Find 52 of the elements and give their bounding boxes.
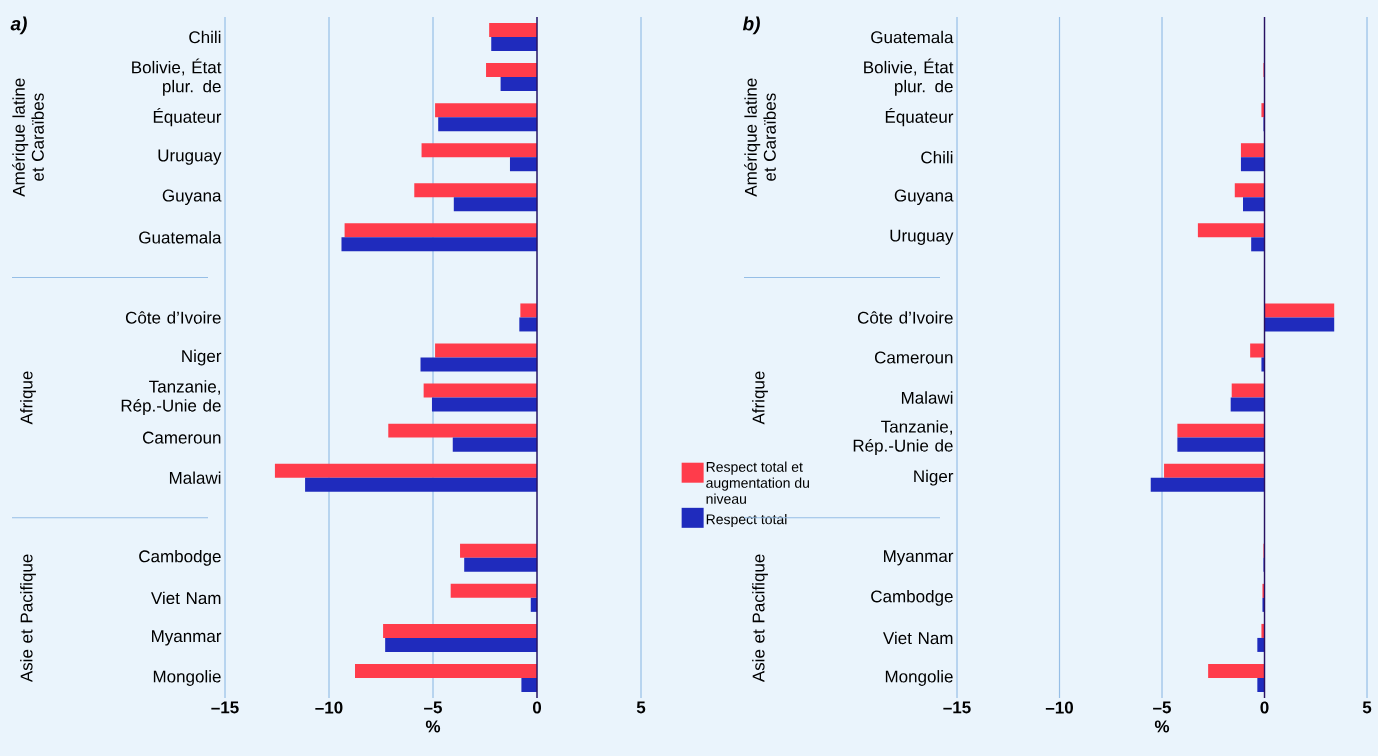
- legend-label: Respect total: [706, 514, 787, 528]
- x-tick-label: –15: [943, 701, 971, 714]
- y-tick-label: Cameroun: [142, 431, 221, 444]
- y-tick-label: Côte d’Ivoire: [857, 311, 953, 324]
- x-tick-label: 0: [532, 701, 542, 714]
- x-tick-label: –15: [211, 701, 239, 714]
- text: Asie et Pacifique: [20, 554, 36, 683]
- y-tick-label: Uruguay: [158, 149, 222, 165]
- y-tick-label: Uruguay: [890, 229, 954, 245]
- y-tick-label: Niger: [182, 349, 222, 366]
- y-tick-label: Tanzanie, Rép.-Unie de: [121, 380, 221, 415]
- y-tick-label: Chili: [189, 30, 221, 44]
- y-tick-label: Myanmar: [884, 550, 954, 566]
- y-tick-label: Malawi: [169, 471, 221, 484]
- y-tick-label: Myanmar: [152, 630, 222, 646]
- x-axis-title: %: [1154, 720, 1170, 733]
- x-axis-title: %: [425, 720, 441, 733]
- y-tick-label: Malawi: [901, 391, 953, 404]
- y-tick-label: Cameroun: [874, 351, 953, 364]
- legend-label: Respect total et augmentation du niveau: [706, 461, 809, 504]
- y-tick-label: Guatemala: [139, 231, 222, 244]
- y-tick-label: Guatemala: [871, 30, 954, 44]
- y-tick-label: Cambodge: [139, 549, 221, 566]
- text: Amérique latine et Caraïbes: [12, 78, 44, 197]
- y-tick-label: Tanzanie, Rép.-Unie de: [853, 420, 953, 456]
- y-tick-label: Viet Nam: [151, 591, 221, 605]
- x-tick-label: 5: [1362, 701, 1372, 714]
- y-tick-label: Bolivie, État plur. de: [864, 58, 954, 96]
- text: Afrique: [20, 371, 36, 425]
- text: Afrique: [752, 371, 768, 425]
- text: b): [742, 16, 760, 35]
- y-tick-label: Guyana: [894, 189, 954, 205]
- x-tick-label: –5: [1153, 701, 1171, 714]
- x-tick-label: 0: [1260, 701, 1269, 714]
- x-tick-label: –5: [424, 701, 442, 714]
- y-tick-label: Mongolie: [885, 670, 953, 686]
- y-tick-label: Mongolie: [153, 670, 221, 686]
- y-tick-label: Côte d’Ivoire: [125, 311, 221, 324]
- y-tick-label: Cambodge: [871, 589, 953, 606]
- y-tick-label: Guyana: [162, 189, 222, 205]
- x-tick-label: –10: [1045, 701, 1073, 714]
- text: Amérique latine et Caraïbes: [744, 78, 776, 197]
- y-tick-label: Viet Nam: [883, 631, 953, 645]
- y-tick-label: Bolivie, État plur. de: [132, 58, 222, 96]
- text: a): [10, 16, 27, 35]
- y-tick-label: Équateur: [885, 108, 954, 127]
- y-tick-label: Niger: [914, 469, 954, 486]
- x-tick-label: –10: [315, 701, 343, 714]
- text: Asie et Pacifique: [752, 554, 768, 683]
- y-tick-label: Chili: [921, 150, 953, 164]
- x-tick-label: 5: [636, 701, 646, 714]
- y-tick-label: Équateur: [153, 108, 222, 127]
